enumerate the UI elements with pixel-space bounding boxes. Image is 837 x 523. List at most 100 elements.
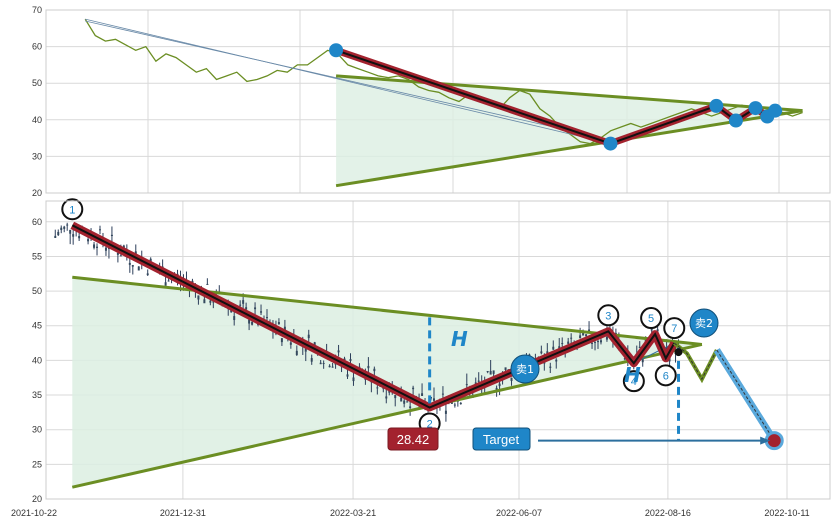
pattern-point-5: 5 xyxy=(640,307,663,330)
candle-body xyxy=(334,363,337,365)
candle-body xyxy=(605,336,608,340)
candle-body xyxy=(289,342,292,345)
candle-body xyxy=(498,383,501,387)
overview-y-tick-label: 30 xyxy=(32,151,42,161)
pattern-point-circle xyxy=(663,317,686,340)
candle-body xyxy=(239,304,242,306)
candle-body xyxy=(69,229,72,234)
candle-body xyxy=(116,252,119,255)
sell1-marker: 卖1 xyxy=(510,354,540,384)
candle-body xyxy=(328,365,331,368)
overview-pivot-dot xyxy=(768,103,783,118)
candle-body xyxy=(412,387,415,390)
candle-body xyxy=(570,337,573,339)
overview-lower-trendline xyxy=(335,109,803,188)
candle-body xyxy=(119,255,122,257)
overview-y-tick-label: 70 xyxy=(32,5,42,15)
detail-y-tick-label: 25 xyxy=(32,459,42,469)
candle-body xyxy=(295,350,298,355)
target-arrow-head xyxy=(760,436,771,445)
overview-pointer-line-b xyxy=(85,20,611,141)
candle-body xyxy=(209,300,212,303)
pattern-point-7: 7 xyxy=(663,317,686,340)
candle-body xyxy=(579,335,582,339)
candle-body xyxy=(599,340,602,343)
target-price-box xyxy=(387,427,439,451)
pattern-point-3: 3 xyxy=(597,304,620,327)
candle-body xyxy=(248,319,251,324)
candle-body xyxy=(358,366,361,368)
candle-body xyxy=(477,380,480,382)
overview-frame xyxy=(45,9,831,194)
sell2-circle xyxy=(689,308,719,338)
candle-body xyxy=(63,226,66,229)
candle-body xyxy=(638,346,641,348)
candle-body xyxy=(409,406,412,409)
candle-body xyxy=(110,234,113,237)
candle-body xyxy=(322,363,325,365)
detail-x-tick-label: 2021-12-31 xyxy=(160,508,206,518)
overview-upper-trendline xyxy=(335,74,803,113)
candle-body xyxy=(510,377,513,382)
candle-body xyxy=(349,359,352,361)
overview-y-axis: 20 30 40 50 60 70 xyxy=(32,5,42,198)
candle-body xyxy=(242,300,245,304)
pattern-point-label: 3 xyxy=(605,310,611,322)
candle-body xyxy=(650,328,653,331)
candle-body xyxy=(546,351,549,354)
target-badge: Target xyxy=(472,427,531,451)
candle-body xyxy=(591,342,594,344)
detail-y-tick-label: 35 xyxy=(32,390,42,400)
candle-body xyxy=(489,370,492,375)
candle-body xyxy=(134,251,137,255)
candle-body xyxy=(96,246,99,248)
candle-body xyxy=(319,362,322,365)
candle-body xyxy=(441,393,444,395)
overview-y-tick-label: 40 xyxy=(32,115,42,125)
candle-body xyxy=(245,307,248,310)
target-price-badge: 28.42 xyxy=(387,427,439,451)
candle-body xyxy=(131,265,134,267)
projection-blue-dash xyxy=(716,349,775,441)
candle-body xyxy=(66,224,69,226)
candle-body xyxy=(549,366,552,368)
overview-pivot-dot xyxy=(748,101,763,116)
detail-x-tick-label: 2022-03-21 xyxy=(330,508,376,518)
candle-body xyxy=(164,282,167,286)
candle-body xyxy=(385,396,388,399)
pattern-point-6: 6 xyxy=(654,364,677,387)
candle-body xyxy=(561,343,564,345)
pattern-point-label: 5 xyxy=(648,313,654,325)
pattern-end-dot xyxy=(674,348,683,357)
candle-body xyxy=(206,283,209,285)
detail-x-tick-label: 2022-08-16 xyxy=(645,508,691,518)
detail-y-tick-label: 50 xyxy=(32,286,42,296)
candle-body xyxy=(277,322,280,325)
candle-body xyxy=(251,321,254,325)
sell2-label: 卖2 xyxy=(695,317,713,330)
overview-marks xyxy=(84,18,803,188)
pattern-point-circle xyxy=(640,307,663,330)
pattern-point-label: 2 xyxy=(427,419,433,431)
candle-body xyxy=(656,329,659,332)
detail-x-tick-label: 2022-06-07 xyxy=(496,508,542,518)
candle-body xyxy=(421,393,424,396)
candle-body xyxy=(72,234,75,237)
pattern-point-label: 4 xyxy=(631,376,637,388)
detail-y-tick-label: 20 xyxy=(32,494,42,504)
candle-body xyxy=(495,387,498,391)
candle-body xyxy=(191,280,194,284)
detail-x-axis: 2021-10-22 2021-12-31 2022-03-21 2022-06-07… xyxy=(11,508,810,518)
candle-body xyxy=(337,350,340,353)
target-price-value: 28.42 xyxy=(397,432,430,447)
detail-x-tick-label: 2021-10-22 xyxy=(11,508,57,518)
detail-y-tick-label: 45 xyxy=(32,321,42,331)
pattern-point-circle xyxy=(61,198,84,221)
candle-body xyxy=(203,299,206,304)
candle-body xyxy=(492,370,495,374)
candle-body xyxy=(307,334,310,339)
height-label-h-small: H xyxy=(624,363,641,387)
candle-body xyxy=(60,227,63,231)
detail-y-tick-label: 60 xyxy=(32,217,42,227)
